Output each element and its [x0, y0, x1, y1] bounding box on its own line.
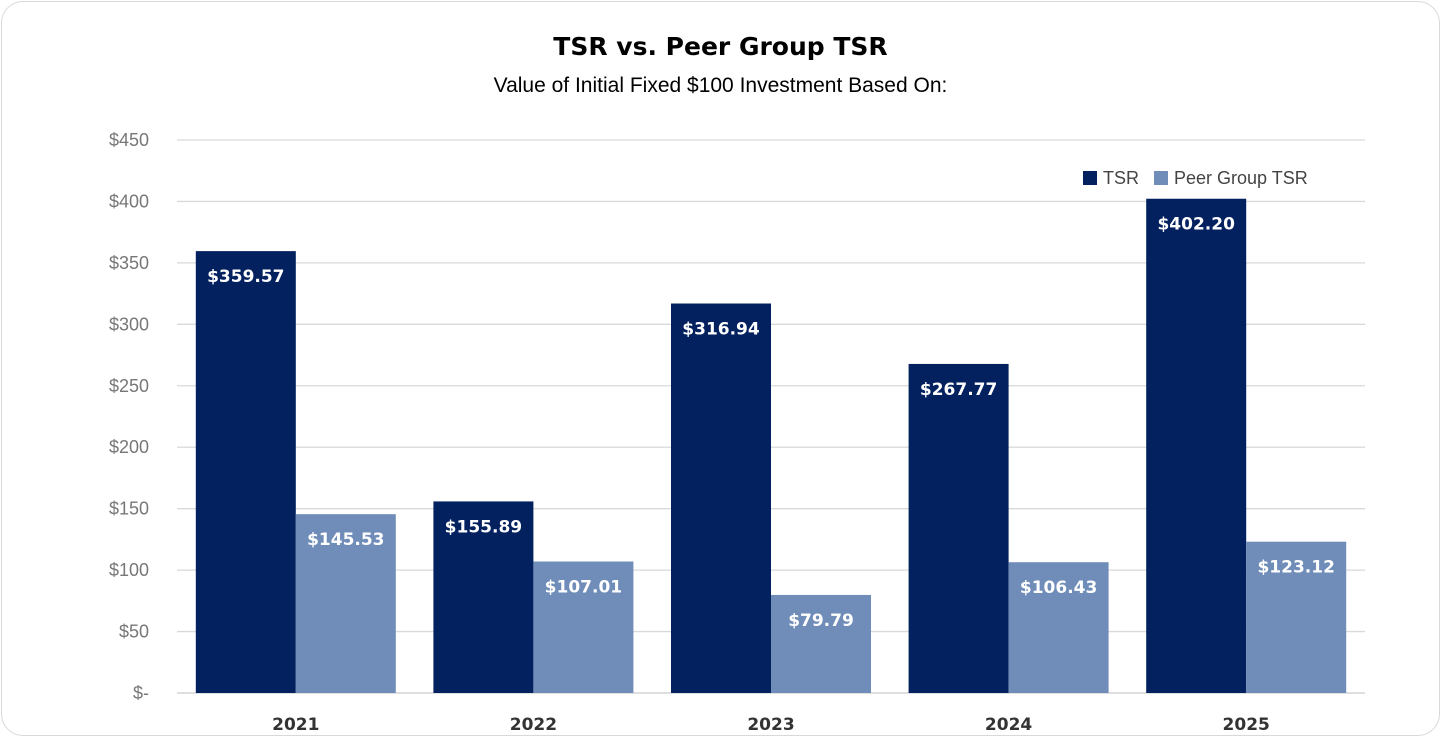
bars	[195, 198, 1347, 693]
bar-peer-group-tsr-2025	[1246, 541, 1347, 693]
x-tick-label: 2021	[272, 715, 319, 735]
legend: TSR Peer Group TSR	[1083, 168, 1308, 188]
y-tick-label: $250	[109, 376, 149, 396]
x-tick-label: 2022	[510, 715, 557, 735]
y-tick-label: $400	[109, 191, 149, 211]
y-tick-label: $350	[109, 253, 149, 273]
data-label: $359.57	[207, 267, 284, 287]
bar-tsr-2022	[433, 501, 534, 693]
bar-peer-group-tsr-2022	[533, 561, 634, 693]
x-tick-label: 2023	[747, 715, 794, 735]
data-label: $402.20	[1157, 215, 1235, 235]
y-tick-label: $-	[133, 683, 149, 703]
x-tick-label: 2024	[985, 715, 1032, 735]
legend-label: Peer Group TSR	[1174, 168, 1308, 188]
data-label: $106.43	[1020, 578, 1097, 598]
legend-swatch	[1083, 171, 1097, 185]
y-tick-label: $200	[109, 437, 149, 457]
legend-swatch	[1154, 171, 1168, 185]
bar-peer-group-tsr-2024	[1008, 562, 1109, 693]
bar-peer-group-tsr-2023	[771, 594, 871, 693]
bar-tsr-2024	[908, 363, 1009, 693]
data-label: $267.77	[920, 380, 997, 400]
data-label: $316.94	[682, 320, 760, 340]
bar-tsr-2021	[195, 251, 296, 693]
data-label: $123.12	[1257, 558, 1334, 578]
bar-tsr-2023	[671, 303, 771, 693]
y-tick-label: $150	[109, 499, 149, 519]
axis-labels: $- $50 $100 $150 $200 $250 $300 $350 $400 $450 202…	[109, 130, 1270, 735]
y-tick-label: $50	[119, 622, 149, 642]
y-tick-label: $300	[109, 314, 149, 334]
data-label: $155.89	[445, 517, 522, 537]
data-label: $107.01	[545, 577, 622, 597]
chart-subtitle: Value of Initial Fixed $100 Investment B…	[493, 74, 948, 97]
data-label: $145.53	[307, 530, 384, 550]
x-tick-label: 2025	[1223, 715, 1270, 735]
legend-label: TSR	[1103, 168, 1139, 188]
data-labels: $359.57 $145.53 $155.89 $107.01 $316.94 $79.7…	[207, 215, 1335, 631]
data-label: $79.79	[788, 611, 854, 631]
chart-title: TSR vs. Peer Group TSR	[553, 32, 888, 61]
y-tick-label: $450	[109, 130, 149, 150]
y-tick-label: $100	[109, 560, 149, 580]
bar-tsr-2025	[1146, 198, 1247, 693]
bar-peer-group-tsr-2021	[295, 514, 396, 693]
